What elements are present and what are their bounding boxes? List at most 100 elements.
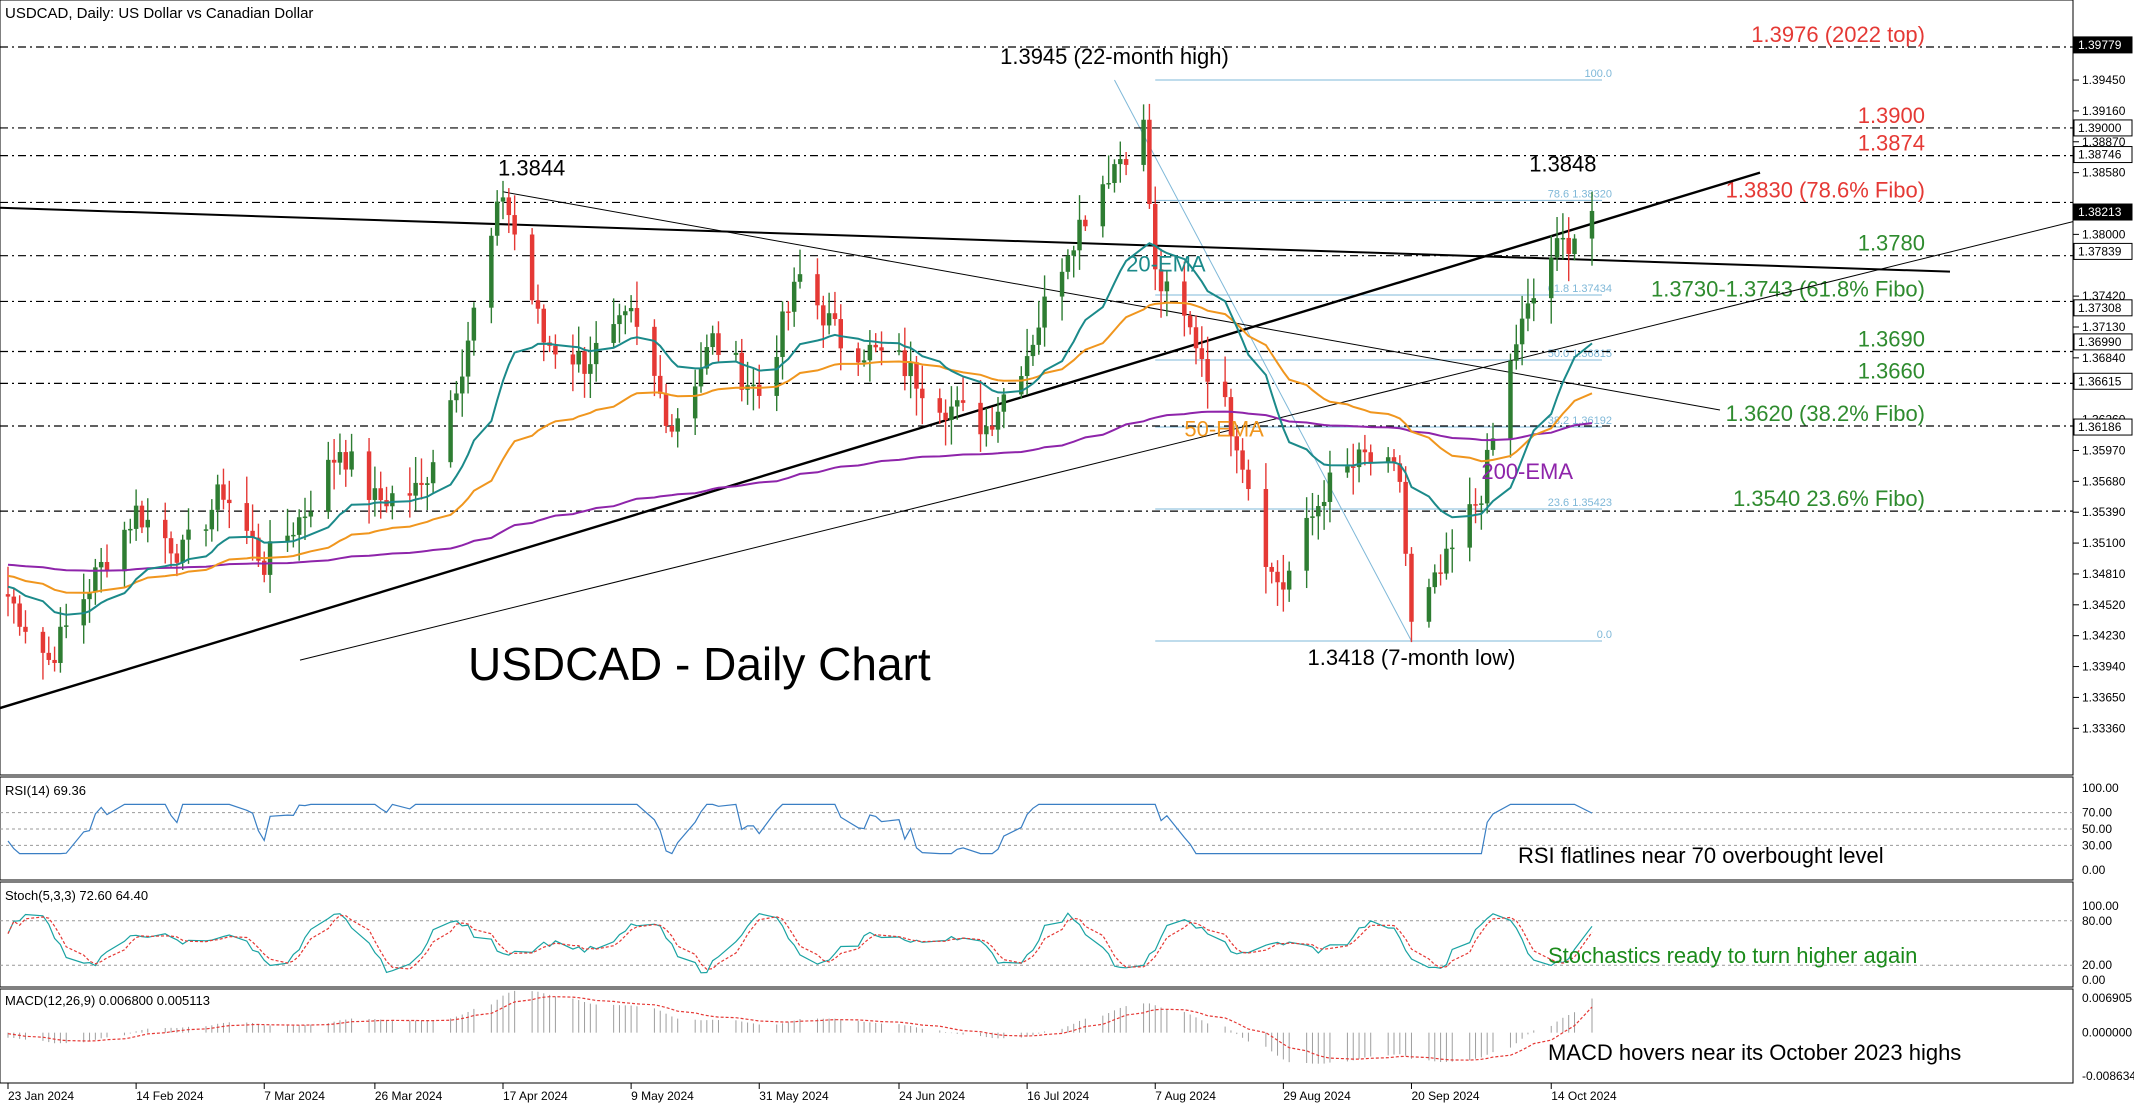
candle-body (826, 313, 832, 326)
candle-body (1222, 381, 1228, 398)
candle-body (52, 659, 57, 663)
price-tick-label: 1.35970 (2082, 443, 2126, 457)
candle-body (215, 484, 220, 510)
candle-body (1368, 452, 1373, 463)
price-tag-label: 1.36186 (2078, 420, 2122, 434)
candle-body (658, 375, 663, 394)
candle-body (1397, 463, 1403, 482)
candle-body (221, 484, 226, 500)
stochastic-label: Stoch(5,3,3) 72.60 64.40 (5, 888, 148, 903)
candle-body (553, 345, 558, 355)
candle-body (955, 400, 960, 407)
candle-body (576, 351, 581, 365)
candle-body (832, 313, 838, 320)
candle-body (757, 384, 762, 396)
time-tick-label: 17 Apr 2024 (503, 1089, 568, 1103)
price-tick-label: 1.33650 (2082, 690, 2126, 704)
candle-body (308, 511, 314, 517)
candle-body (465, 340, 471, 377)
candle-body (168, 538, 174, 554)
candle-body (5, 594, 11, 597)
candle-body (1519, 318, 1525, 345)
candle-body (1030, 344, 1036, 357)
stochastic-panel (0, 881, 2074, 988)
candle-body (1549, 257, 1554, 299)
candle-body (1589, 210, 1595, 239)
candle-body (1479, 503, 1484, 505)
candle-body (244, 503, 249, 531)
time-tick-label: 16 Jul 2024 (1027, 1089, 1089, 1103)
horizontal-level-label: 1.3900 (1858, 103, 1925, 128)
candle-body (227, 499, 232, 504)
time-tick-label: 14 Feb 2024 (136, 1089, 204, 1103)
candle-body (716, 333, 721, 355)
candle-body (920, 388, 925, 399)
candle-body (1566, 237, 1571, 255)
price-tick-label: 1.34230 (2082, 629, 2126, 643)
candle-body (331, 459, 337, 463)
candle-body (139, 505, 145, 528)
price-annotation: 1.3418 (7-month low) (1308, 645, 1516, 670)
horizontal-level-label: 1.3730-1.3743 (61.8% Fibo) (1651, 276, 1925, 301)
horizontal-level-label: 1.3540 23.6% Fibo) (1733, 486, 1925, 511)
price-tick-label: 1.38000 (2082, 227, 2126, 241)
macd-tick-label: -0.008634 (2082, 1069, 2134, 1083)
candle-body (1310, 516, 1315, 518)
candle-body (1351, 466, 1356, 468)
price-tick-label: 1.34520 (2082, 598, 2126, 612)
horizontal-level-label: 1.3620 (38.2% Fibo) (1726, 401, 1925, 426)
candle-body (209, 509, 215, 530)
ascending-trendline (0, 171, 1761, 710)
candle-body (256, 537, 261, 561)
candle-body (1228, 397, 1234, 437)
candle-body (1385, 457, 1391, 463)
candle-body (1158, 269, 1164, 292)
candle-body (838, 319, 843, 349)
candle-body (704, 347, 710, 369)
chart-header: USDCAD, Daily: US Dollar vs Canadian Dol… (5, 5, 313, 22)
price-tag (2073, 333, 2133, 351)
fibo-level-label: 0.0 (1597, 629, 1612, 641)
price-tick-label: 1.35680 (2082, 474, 2126, 488)
price-tag-label: 1.39779 (2078, 38, 2122, 52)
candle-body (1275, 571, 1280, 583)
candle-body (628, 308, 634, 312)
time-tick-label: 14 Oct 2024 (1551, 1089, 1617, 1103)
main-price-panel (0, 0, 2074, 776)
stochastic-tick-label: 0.00 (2082, 973, 2106, 987)
rsi-tick-label: 0.00 (2082, 863, 2106, 877)
candle-body (1263, 489, 1269, 567)
candle-body (663, 393, 669, 426)
candle-body (1467, 504, 1472, 548)
candle-body (1100, 184, 1106, 227)
candle-body (856, 348, 861, 363)
candle-body (652, 326, 657, 376)
price-tag (2073, 418, 2133, 436)
candle-body (989, 426, 995, 430)
secondary-trendline (502, 191, 1721, 411)
candle-body (896, 350, 902, 352)
candlesticks (5, 103, 1595, 680)
candle-body (58, 626, 63, 663)
candle-body (1019, 376, 1024, 395)
descending-trendline (0, 206, 1951, 273)
candle-body (1356, 449, 1362, 468)
candle-body (128, 528, 133, 531)
candle-body (1147, 119, 1152, 204)
candle-body (454, 393, 459, 401)
price-tick-label: 1.33360 (2082, 721, 2126, 735)
candle-body (984, 426, 989, 435)
candle-body (40, 631, 46, 653)
candle-body (541, 308, 546, 343)
candle-body (1153, 203, 1158, 270)
candle-body (64, 625, 69, 627)
price-tick-label: 1.39160 (2082, 104, 2126, 118)
candle-body (1391, 457, 1397, 464)
candle-body (1036, 327, 1041, 345)
candle-body (995, 411, 1001, 430)
time-tick-label: 7 Mar 2024 (264, 1089, 325, 1103)
price-annotation: 1.3945 (22-month high) (1000, 44, 1229, 69)
candle-body (780, 311, 785, 357)
candle-body (634, 308, 640, 327)
rsi-note: RSI flatlines near 70 overbought level (1518, 843, 1884, 868)
